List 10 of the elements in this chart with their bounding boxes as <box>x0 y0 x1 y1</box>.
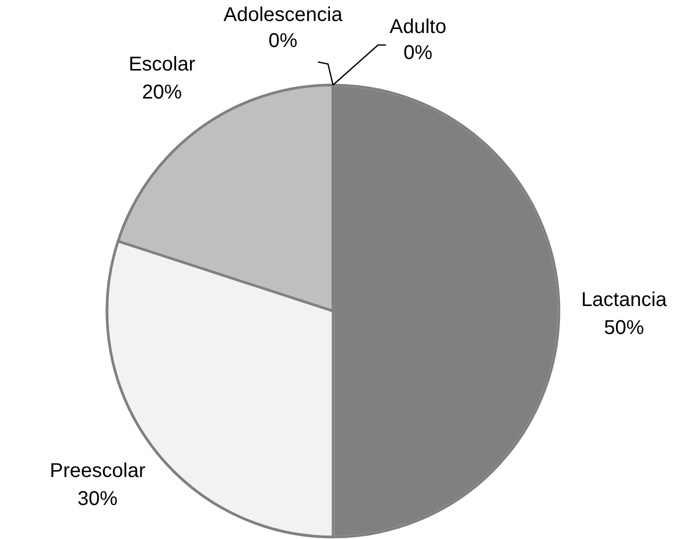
data-label: 20% <box>142 82 182 104</box>
text: 0% <box>268 30 298 52</box>
category-label: Adulto <box>390 16 446 38</box>
text: 0% <box>404 42 432 64</box>
slice-label: Escolar <box>128 54 196 76</box>
data-label: 50% <box>604 317 644 339</box>
data-label: 30% <box>78 488 118 510</box>
slice-label: Lactancia <box>581 289 668 311</box>
category-label: Adolescencia <box>224 4 342 26</box>
slice-label: Preescolar <box>50 460 146 482</box>
